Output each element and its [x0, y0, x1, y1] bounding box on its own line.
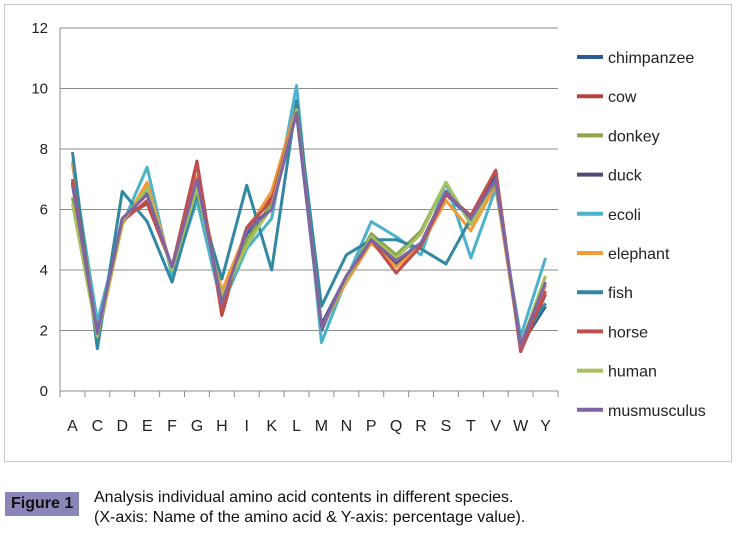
x-tick-label: K [266, 418, 277, 435]
y-tick-label: 10 [31, 81, 48, 98]
legend-label-donkey: donkey [608, 128, 660, 145]
legend-label-fish: fish [608, 285, 633, 302]
y-tick-label: 2 [40, 323, 48, 340]
x-tick-label: W [513, 418, 529, 435]
legend-label-cow: cow [608, 89, 637, 106]
y-tick-label: 0 [40, 383, 48, 400]
y-tick-label: 4 [40, 262, 48, 279]
legend-label-horse: horse [608, 324, 648, 341]
x-tick-label: A [67, 418, 78, 435]
legend-label-human: human [608, 364, 657, 381]
figure-label: Figure 1 [5, 492, 80, 516]
legend-label-chimpanzee: chimpanzee [608, 50, 694, 67]
series-line-fish [70, 99, 547, 351]
caption-line-1: Analysis individual amino acid contents … [94, 489, 514, 506]
legend-label-duck: duck [608, 168, 643, 185]
legend-label-musmusculus: musmusculus [608, 403, 706, 420]
y-tick-label: 8 [40, 141, 48, 158]
chart-frame [4, 4, 732, 462]
x-tick-label: Q [390, 418, 402, 435]
figure-caption: Analysis individual amino acid contents … [94, 488, 525, 528]
x-tick-label: V [490, 418, 501, 435]
x-tick-label: D [116, 418, 128, 435]
series-line-musmusculus [70, 111, 547, 348]
x-tick-label: N [341, 418, 353, 435]
x-tick-label: S [441, 418, 452, 435]
y-tick-label: 12 [31, 20, 48, 37]
x-tick-label: R [415, 418, 427, 435]
legend-label-ecoli: ecoli [608, 207, 641, 224]
x-tick-label: M [315, 418, 328, 435]
x-tick-label: I [245, 418, 249, 435]
x-tick-label: F [167, 418, 177, 435]
x-tick-label: E [142, 418, 153, 435]
x-tick-label: Y [540, 418, 551, 435]
x-tick-label: H [216, 418, 228, 435]
x-tick-label: L [292, 418, 301, 435]
y-tick-label: 6 [40, 202, 48, 219]
x-tick-label: G [191, 418, 203, 435]
x-tick-label: C [92, 418, 104, 435]
legend-label-elephant: elephant [608, 246, 670, 263]
x-tick-label: T [466, 418, 476, 435]
x-tick-label: P [366, 418, 377, 435]
caption-line-2: (X-axis: Name of the amino acid & Y-axis… [94, 509, 526, 526]
